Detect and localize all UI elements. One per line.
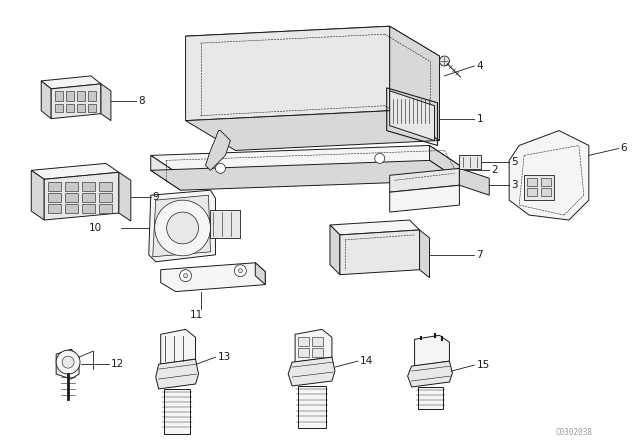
Polygon shape (390, 185, 460, 212)
Polygon shape (420, 230, 429, 278)
Polygon shape (44, 172, 119, 220)
Bar (65, 204, 78, 213)
Text: 10: 10 (89, 223, 102, 233)
Polygon shape (31, 170, 44, 220)
Bar (77, 91, 85, 101)
Polygon shape (205, 130, 230, 170)
Text: 8: 8 (138, 96, 145, 106)
Polygon shape (295, 329, 332, 362)
Bar (82, 182, 95, 191)
Polygon shape (31, 164, 119, 179)
Text: 3: 3 (511, 180, 518, 190)
Bar (82, 193, 95, 202)
Bar (99, 182, 112, 191)
Polygon shape (148, 190, 216, 262)
Bar (99, 204, 112, 213)
Text: 9: 9 (153, 192, 159, 202)
Circle shape (234, 265, 246, 277)
Text: 12: 12 (111, 359, 124, 369)
Bar (527, 188, 537, 196)
Bar (65, 182, 78, 191)
Text: 2: 2 (492, 165, 498, 175)
Bar (460, 155, 481, 169)
Bar (312, 348, 323, 357)
Polygon shape (255, 263, 265, 284)
Circle shape (375, 154, 385, 164)
Bar (298, 348, 309, 357)
Circle shape (155, 200, 211, 256)
Polygon shape (390, 168, 460, 192)
Circle shape (216, 164, 225, 173)
Polygon shape (186, 26, 390, 121)
Polygon shape (429, 146, 460, 180)
Polygon shape (156, 359, 198, 389)
Polygon shape (161, 329, 196, 364)
Polygon shape (415, 335, 449, 366)
Bar (99, 193, 112, 202)
Text: 6: 6 (621, 143, 627, 154)
Circle shape (238, 269, 243, 273)
Text: 15: 15 (476, 360, 490, 370)
Bar (55, 104, 63, 112)
Text: C0302038: C0302038 (556, 428, 593, 437)
Polygon shape (51, 84, 101, 119)
Bar (298, 386, 326, 428)
Polygon shape (41, 76, 101, 89)
Polygon shape (288, 357, 335, 386)
Polygon shape (186, 111, 440, 151)
Bar (65, 193, 78, 202)
Text: 11: 11 (190, 310, 203, 320)
Polygon shape (151, 160, 460, 190)
Text: 1: 1 (476, 114, 483, 124)
Polygon shape (408, 361, 452, 387)
Circle shape (62, 356, 74, 368)
Bar (541, 178, 551, 186)
Bar (48, 193, 61, 202)
Bar (211, 210, 241, 238)
Bar (298, 337, 309, 346)
Bar (88, 104, 96, 112)
Bar (66, 91, 74, 101)
Polygon shape (390, 26, 440, 141)
Bar (541, 188, 551, 196)
Polygon shape (153, 195, 211, 257)
Bar (524, 175, 554, 200)
Polygon shape (56, 349, 79, 379)
Bar (164, 389, 189, 434)
Bar (48, 182, 61, 191)
Polygon shape (119, 172, 131, 221)
Polygon shape (390, 91, 435, 141)
Bar (48, 204, 61, 213)
Polygon shape (186, 26, 440, 66)
Polygon shape (101, 84, 111, 121)
Circle shape (440, 56, 449, 66)
Polygon shape (330, 225, 340, 275)
Polygon shape (151, 155, 180, 190)
Text: 13: 13 (218, 352, 230, 362)
Polygon shape (340, 230, 420, 275)
Bar (82, 204, 95, 213)
Bar (417, 387, 444, 409)
Circle shape (56, 350, 80, 374)
Text: 4: 4 (476, 61, 483, 71)
Polygon shape (330, 220, 420, 235)
Bar (527, 178, 537, 186)
Circle shape (180, 270, 191, 282)
Polygon shape (151, 146, 460, 175)
Polygon shape (41, 81, 51, 119)
Bar (66, 104, 74, 112)
Bar (312, 337, 323, 346)
Bar (55, 91, 63, 101)
Polygon shape (509, 130, 589, 220)
Circle shape (184, 274, 188, 278)
Text: 5: 5 (511, 157, 518, 168)
Polygon shape (161, 263, 265, 292)
Bar (88, 91, 96, 101)
Text: 7: 7 (476, 250, 483, 260)
Circle shape (166, 212, 198, 244)
Text: 14: 14 (360, 356, 373, 366)
Polygon shape (460, 168, 489, 195)
Bar (77, 104, 85, 112)
